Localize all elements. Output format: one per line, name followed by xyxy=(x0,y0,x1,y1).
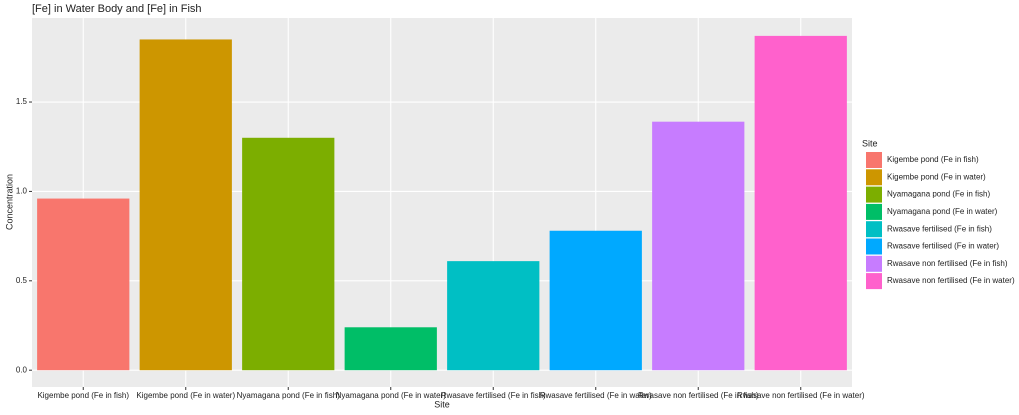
chart-title: [Fe] in Water Body and [Fe] in Fish xyxy=(32,3,202,15)
x-tick-label: Rwasave fertilised (Fe in fish) xyxy=(441,391,546,400)
legend-key xyxy=(866,221,882,238)
bar xyxy=(447,261,540,371)
x-tick-label: Nyamagana pond (Fe in fish) xyxy=(237,391,341,400)
bar xyxy=(754,35,847,371)
y-tick-label: 1.0 xyxy=(16,187,28,196)
bar xyxy=(242,137,335,371)
legend-label: Nyamagana pond (Fe in water) xyxy=(887,207,998,216)
legend-label: Rwasave non fertilised (Fe in water) xyxy=(887,276,1015,285)
legend-label: Kigembe pond (Fe in water) xyxy=(887,172,986,181)
legend-key xyxy=(866,186,882,203)
bar xyxy=(344,327,437,371)
x-tick-label: Rwasave non fertilised (Fe in water) xyxy=(737,391,865,400)
y-tick-label: 0.5 xyxy=(16,276,28,285)
x-tick-label: Rwasave fertilised (Fe in water) xyxy=(540,391,652,400)
legend-key xyxy=(866,152,882,168)
legend-label: Rwasave non fertilised (Fe in fish) xyxy=(887,259,1008,268)
y-tick-label: 1.5 xyxy=(16,97,28,106)
x-tick-label: Nyamagana pond (Fe in water) xyxy=(336,391,447,400)
x-axis-label: Site xyxy=(434,399,450,409)
bar xyxy=(139,39,232,371)
legend-label: Nyamagana pond (Fe in fish) xyxy=(887,190,991,199)
legend-key xyxy=(866,169,882,186)
legend-key xyxy=(866,255,882,272)
y-tick-label: 0.0 xyxy=(16,365,28,374)
legend-label: Kigembe pond (Fe in fish) xyxy=(887,155,979,164)
x-tick-label: Kigembe pond (Fe in fish) xyxy=(37,391,129,400)
bar xyxy=(652,121,745,371)
x-tick-label: Rwasave non fertilised (Fe in fish) xyxy=(638,391,759,400)
legend-label: Rwasave fertilised (Fe in water) xyxy=(887,242,999,251)
legend-label: Rwasave fertilised (Fe in fish) xyxy=(887,224,992,233)
y-axis-label: Concentration xyxy=(4,174,14,230)
x-tick-label: Kigembe pond (Fe in water) xyxy=(136,391,235,400)
legend-key xyxy=(866,273,882,290)
legend-title: Site xyxy=(862,138,878,148)
bar xyxy=(37,198,130,371)
bar xyxy=(549,230,642,371)
legend-key xyxy=(866,203,882,220)
legend-key xyxy=(866,238,882,255)
